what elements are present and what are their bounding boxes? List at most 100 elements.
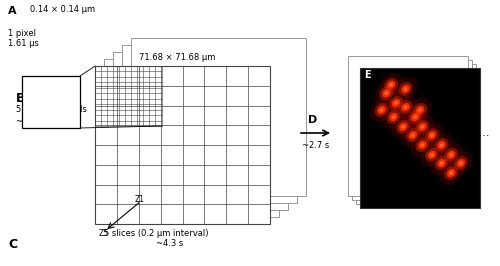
Ellipse shape	[389, 96, 403, 110]
Ellipse shape	[420, 125, 424, 129]
Ellipse shape	[411, 133, 414, 137]
Text: A: A	[8, 6, 16, 16]
Ellipse shape	[413, 103, 427, 117]
Text: C: C	[8, 238, 17, 251]
Ellipse shape	[430, 133, 434, 137]
Ellipse shape	[438, 159, 446, 167]
Ellipse shape	[386, 110, 400, 124]
Bar	[113, 52, 288, 210]
Ellipse shape	[384, 91, 408, 115]
Text: 1 pixel: 1 pixel	[8, 30, 36, 39]
Ellipse shape	[394, 95, 417, 119]
Ellipse shape	[416, 106, 424, 114]
Ellipse shape	[425, 128, 439, 142]
Ellipse shape	[401, 123, 424, 147]
Bar	[352, 60, 472, 200]
Ellipse shape	[459, 161, 462, 165]
Ellipse shape	[392, 115, 415, 139]
Ellipse shape	[447, 169, 456, 177]
Ellipse shape	[414, 115, 417, 119]
Ellipse shape	[416, 138, 430, 152]
Ellipse shape	[430, 153, 434, 157]
Ellipse shape	[380, 108, 384, 112]
Ellipse shape	[434, 156, 448, 170]
Ellipse shape	[425, 148, 439, 162]
Ellipse shape	[440, 161, 463, 185]
Ellipse shape	[456, 159, 465, 167]
Text: 1.61 µs: 1.61 µs	[8, 39, 39, 48]
Text: 71.68 × 71.68 µm: 71.68 × 71.68 µm	[139, 52, 215, 61]
Ellipse shape	[444, 166, 458, 180]
Ellipse shape	[440, 143, 444, 147]
Ellipse shape	[440, 161, 444, 165]
Ellipse shape	[378, 106, 386, 114]
Ellipse shape	[408, 131, 417, 139]
Ellipse shape	[440, 143, 463, 167]
Ellipse shape	[406, 128, 420, 142]
Ellipse shape	[420, 123, 444, 147]
Ellipse shape	[449, 151, 472, 175]
Ellipse shape	[444, 148, 458, 162]
Bar	[131, 38, 306, 196]
Ellipse shape	[404, 105, 407, 109]
Ellipse shape	[374, 81, 398, 105]
Text: 512 × 512 pixels: 512 × 512 pixels	[16, 106, 87, 114]
Ellipse shape	[382, 89, 390, 97]
Ellipse shape	[402, 85, 410, 93]
Ellipse shape	[380, 86, 394, 100]
Text: Z5: Z5	[99, 228, 109, 238]
Ellipse shape	[428, 151, 436, 159]
Ellipse shape	[370, 98, 394, 122]
Ellipse shape	[399, 123, 407, 131]
Ellipse shape	[392, 99, 400, 107]
Text: ....: ....	[476, 128, 490, 138]
Ellipse shape	[410, 133, 434, 157]
Ellipse shape	[420, 143, 424, 147]
Ellipse shape	[374, 103, 388, 117]
Ellipse shape	[418, 123, 426, 131]
Ellipse shape	[387, 81, 396, 89]
Bar	[104, 59, 279, 217]
Bar	[348, 56, 468, 196]
Ellipse shape	[420, 143, 444, 167]
Ellipse shape	[384, 78, 398, 92]
Ellipse shape	[394, 101, 398, 105]
Text: B: B	[16, 92, 26, 105]
Ellipse shape	[384, 91, 388, 95]
Ellipse shape	[398, 82, 412, 96]
Ellipse shape	[450, 153, 453, 157]
Ellipse shape	[390, 83, 393, 87]
Ellipse shape	[398, 100, 412, 114]
Ellipse shape	[428, 131, 436, 139]
Ellipse shape	[392, 115, 396, 119]
Ellipse shape	[410, 115, 434, 139]
Ellipse shape	[430, 151, 454, 175]
Ellipse shape	[416, 120, 430, 134]
Bar	[356, 64, 476, 204]
Ellipse shape	[396, 120, 410, 134]
Ellipse shape	[438, 141, 446, 149]
Bar	[95, 66, 270, 224]
Text: ~800 ms: ~800 ms	[16, 117, 54, 126]
Ellipse shape	[394, 77, 417, 101]
Bar	[22, 76, 80, 128]
Ellipse shape	[418, 108, 422, 112]
Text: ~2.7 s: ~2.7 s	[302, 142, 329, 151]
Ellipse shape	[382, 105, 406, 129]
Text: D: D	[308, 115, 318, 125]
Ellipse shape	[447, 151, 456, 159]
Text: 5 slices (0.2 µm interval): 5 slices (0.2 µm interval)	[104, 228, 208, 238]
Ellipse shape	[380, 73, 403, 97]
Ellipse shape	[418, 141, 426, 149]
Ellipse shape	[390, 113, 398, 121]
Ellipse shape	[402, 125, 405, 129]
Text: 0.14 × 0.14 µm: 0.14 × 0.14 µm	[30, 6, 95, 15]
Bar	[360, 68, 480, 208]
Ellipse shape	[454, 156, 468, 170]
Text: Z1: Z1	[135, 196, 145, 205]
Text: ~4.3 s: ~4.3 s	[156, 239, 184, 248]
Text: E: E	[364, 70, 370, 80]
Ellipse shape	[434, 138, 448, 152]
Bar	[122, 45, 297, 203]
Ellipse shape	[402, 103, 410, 111]
